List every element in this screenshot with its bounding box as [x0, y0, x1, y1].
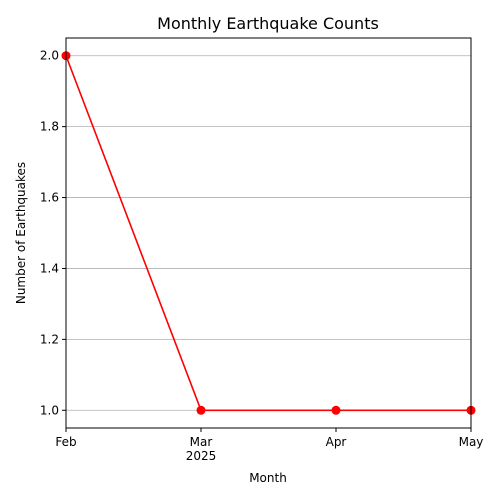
y-tick-label: 1.6	[40, 191, 59, 205]
y-tick-label: 1.0	[40, 403, 59, 417]
x-tick-label: Mar	[190, 435, 213, 449]
chart-title: Monthly Earthquake Counts	[157, 14, 379, 33]
x-tick-label: May	[459, 435, 484, 449]
y-axis-label: Number of Earthquakes	[14, 162, 28, 304]
y-tick-label: 1.8	[40, 120, 59, 134]
plot-frame	[65, 37, 472, 429]
y-tick-label: 2.0	[40, 49, 59, 63]
x-tick-label: Feb	[55, 435, 76, 449]
y-tick-label: 1.4	[40, 261, 59, 275]
y-tick-label: 1.2	[40, 332, 59, 346]
x-tick-label: Apr	[326, 435, 347, 449]
data-point-mar	[196, 405, 206, 415]
x-axis-label: Month	[249, 471, 287, 485]
x-year-label: 2025	[186, 449, 217, 463]
x-axis-ticks: Feb Mar Apr May	[55, 428, 483, 449]
data-point-apr	[331, 405, 341, 415]
y-axis-ticks: 1.0 1.2 1.4 1.6 1.8 2.0	[40, 49, 66, 417]
series-line	[65, 55, 471, 412]
